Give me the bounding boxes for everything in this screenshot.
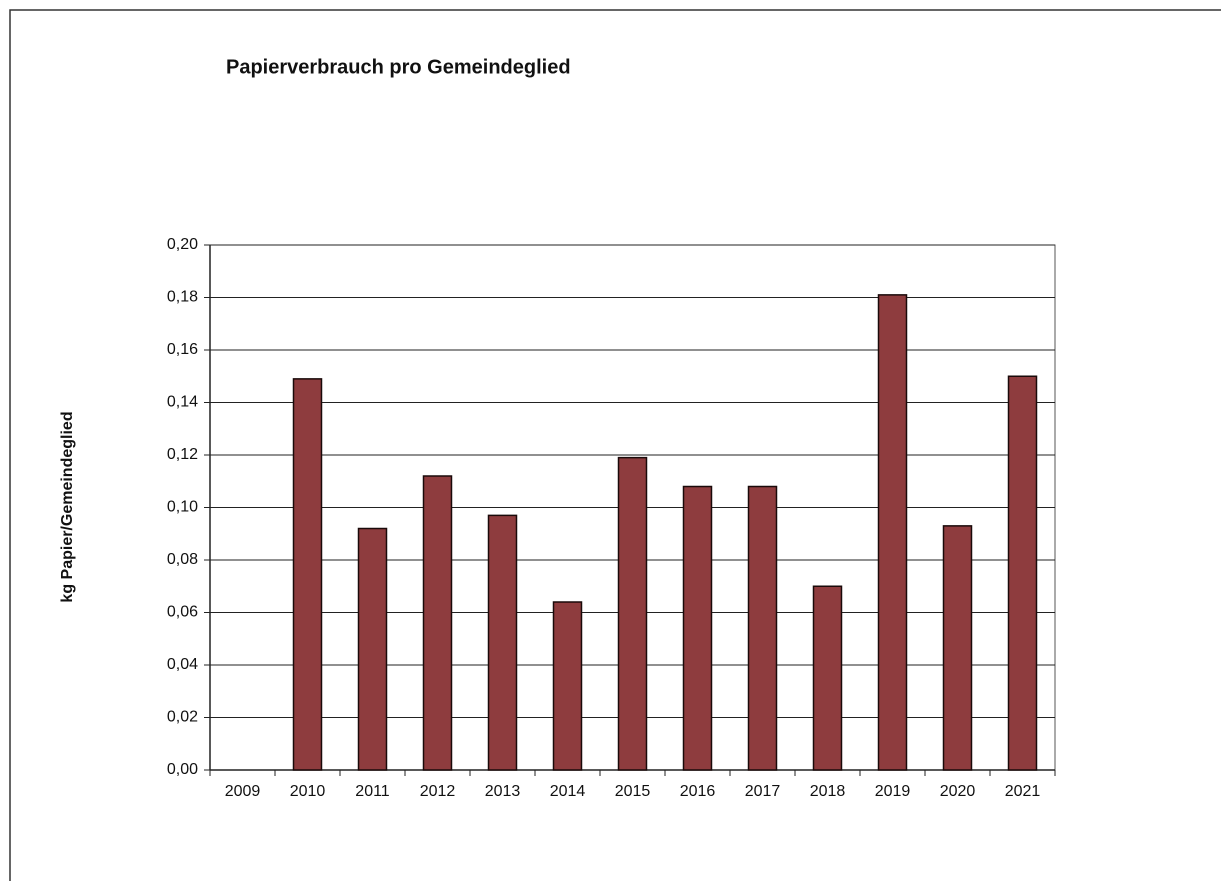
bar	[942, 525, 973, 771]
x-tick-label: 2021	[1005, 783, 1041, 800]
y-tick-label: 0,02	[167, 709, 198, 726]
bar	[357, 527, 388, 771]
bar	[617, 456, 648, 771]
y-tick-label: 0,18	[167, 289, 198, 306]
x-tick-label: 2012	[420, 783, 456, 800]
bar	[487, 514, 518, 771]
bar	[747, 485, 778, 771]
bar	[1007, 375, 1038, 771]
x-tick-label: 2009	[225, 783, 261, 800]
x-tick-label: 2016	[680, 783, 716, 800]
y-tick-label: 0,12	[167, 446, 198, 463]
x-tick-label: 2013	[485, 783, 521, 800]
x-tick-label: 2020	[940, 783, 976, 800]
x-tick-label: 2018	[810, 783, 846, 800]
y-tick-label: 0,06	[167, 604, 198, 621]
x-tick-label: 2015	[615, 783, 651, 800]
bar	[812, 585, 843, 771]
x-tick-label: 2017	[745, 783, 781, 800]
bar	[877, 294, 908, 771]
x-tick-label: 2011	[355, 783, 390, 800]
y-tick-label: 0,00	[167, 761, 198, 778]
y-axis-label: kg Papier/Gemeindeglied	[59, 411, 76, 602]
x-tick-label: 2019	[875, 783, 911, 800]
bar	[422, 475, 453, 771]
bar	[682, 485, 713, 771]
y-tick-label: 0,14	[167, 394, 198, 411]
bar	[552, 601, 583, 771]
y-tick-label: 0,08	[167, 551, 198, 568]
y-tick-label: 0,10	[167, 499, 198, 516]
y-tick-label: 0,20	[167, 236, 198, 253]
chart-title: Papierverbrauch pro Gemeindeglied	[226, 56, 571, 78]
y-tick-label: 0,04	[167, 656, 198, 673]
bar	[292, 378, 323, 771]
y-tick-label: 0,16	[167, 341, 198, 358]
x-tick-label: 2010	[290, 783, 326, 800]
x-tick-label: 2014	[550, 783, 586, 800]
frame	[9, 9, 1221, 881]
